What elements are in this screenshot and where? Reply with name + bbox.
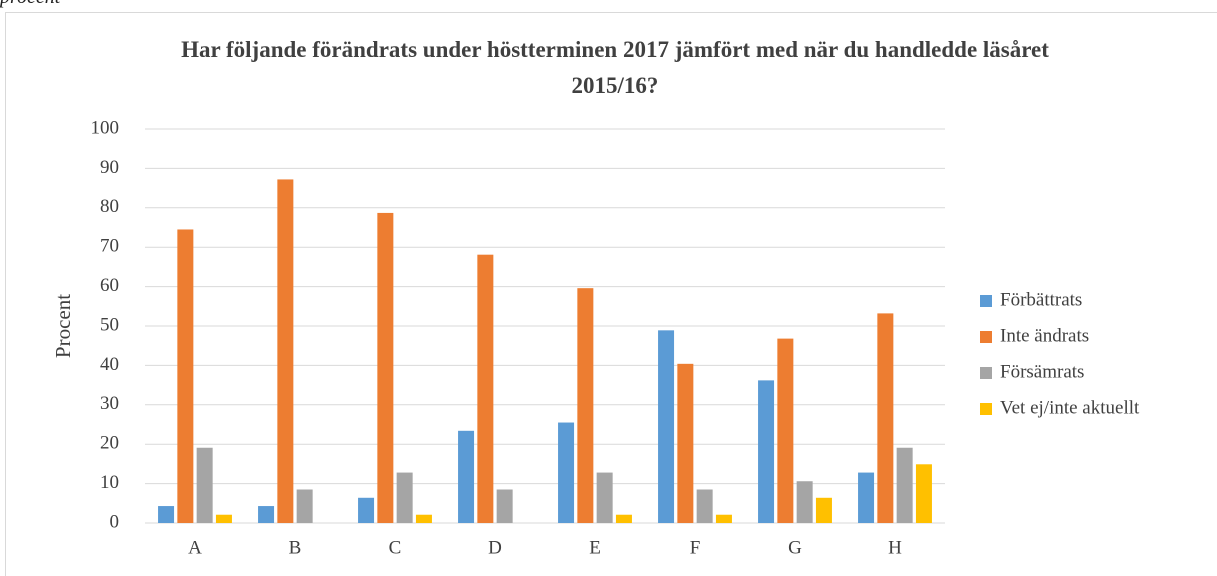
bar [558,422,575,523]
x-tick-label: F [690,537,701,558]
legend-label: Försämrats [1000,361,1084,382]
bar [796,481,813,523]
bar [658,330,675,523]
chart-title: Har följande förändrats under hösttermin… [181,37,1049,98]
bar [158,506,175,523]
x-tick-label: B [289,537,302,558]
bar [215,514,232,523]
bar [696,489,713,523]
y-tick-label: 40 [100,354,119,375]
bar [815,497,832,523]
legend-swatch [980,331,992,343]
y-tick-label: 10 [100,472,119,493]
bar [296,489,313,523]
bar [677,363,694,523]
legend-label: Inte ändrats [1000,325,1089,346]
bar [358,497,375,523]
bar [415,514,432,523]
bar [496,489,513,523]
legend-label: Förbättrats [1000,289,1082,310]
x-tick-label: D [488,537,502,558]
legend-label: Vet ej/inte aktuellt [1000,397,1140,418]
bar [777,338,794,523]
bar [177,229,194,523]
y-tick-label: 70 [100,236,119,257]
bar [377,212,394,523]
bar [896,447,913,523]
caption: procent [0,0,60,9]
x-tick-label: G [788,537,802,558]
bar [577,288,594,523]
y-tick-label: 20 [100,433,119,454]
bar [858,472,875,523]
x-tick-label: E [589,537,601,558]
x-tick-label: H [888,537,902,558]
y-tick-label: 0 [110,511,120,532]
y-tick-label: 100 [91,117,120,138]
bar [758,380,775,523]
bar [477,254,494,523]
y-tick-label: 90 [100,157,119,178]
y-tick-label: 30 [100,393,119,414]
x-tick-label: C [389,537,402,558]
bar [615,514,632,523]
legend-swatch [980,367,992,379]
x-tick-label: A [188,537,202,558]
y-tick-label: 80 [100,196,119,217]
chart-border [5,12,1217,576]
bar [458,430,475,523]
bar [596,472,613,523]
bar [915,464,932,523]
legend-swatch [980,403,992,415]
bar [277,179,294,523]
y-tick-label: 50 [100,314,119,335]
bar [396,472,413,523]
legend-swatch [980,295,992,307]
y-axis-label: Procent [51,294,75,358]
y-tick-label: 60 [100,275,119,296]
bar [715,514,732,523]
bar [877,313,894,523]
bar [196,447,213,523]
bar [258,506,275,523]
